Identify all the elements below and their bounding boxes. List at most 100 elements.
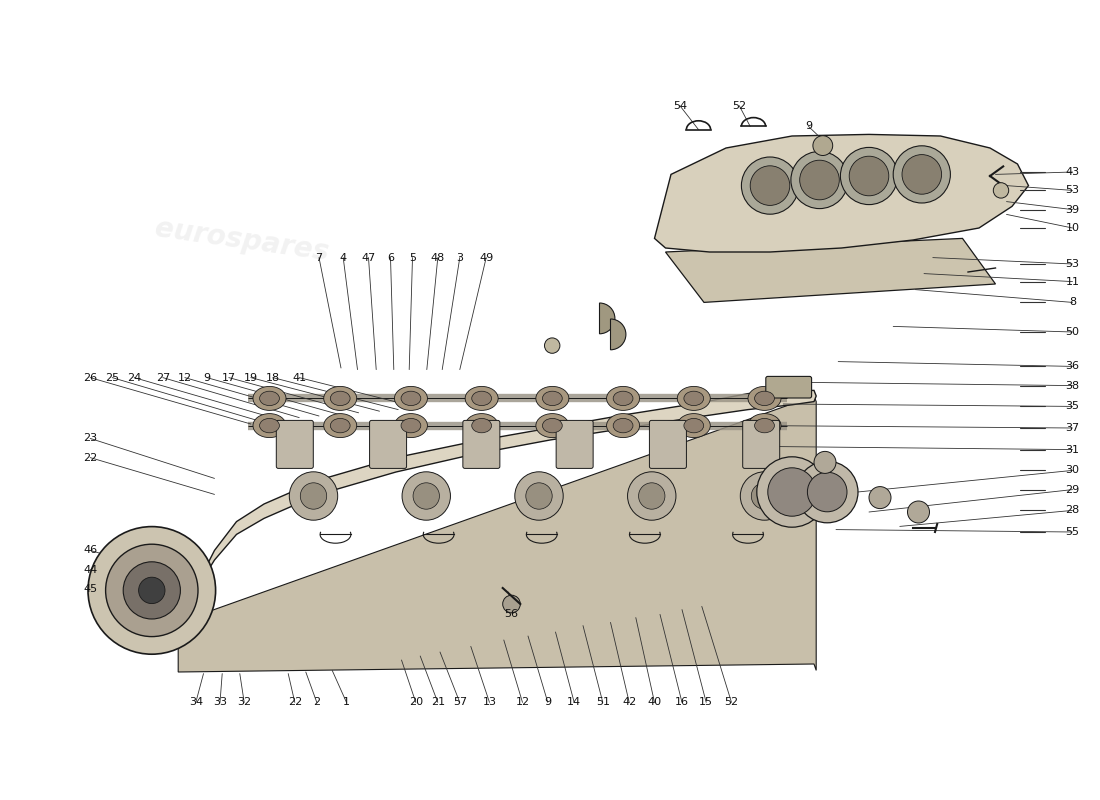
Text: 40: 40 [648,698,661,707]
Polygon shape [163,564,204,616]
Ellipse shape [402,418,421,433]
Ellipse shape [684,391,704,406]
Ellipse shape [748,414,781,438]
Ellipse shape [542,391,562,406]
Text: 47: 47 [362,253,375,262]
Circle shape [791,151,848,209]
Text: 54: 54 [673,101,686,110]
Text: 55: 55 [1066,527,1079,537]
Text: 51: 51 [596,698,609,707]
Text: 52: 52 [725,698,738,707]
Ellipse shape [395,386,428,410]
FancyBboxPatch shape [742,421,780,468]
Text: 20: 20 [409,698,422,707]
Text: 42: 42 [623,698,636,707]
Circle shape [908,501,930,523]
Ellipse shape [678,386,711,410]
Text: 37: 37 [1066,423,1079,433]
Circle shape [544,338,560,354]
Circle shape [106,544,198,637]
Polygon shape [178,390,816,622]
Text: 13: 13 [483,698,496,707]
Circle shape [800,160,839,200]
Circle shape [807,472,847,512]
FancyBboxPatch shape [463,421,499,468]
Ellipse shape [330,418,350,433]
Text: 38: 38 [1066,381,1079,390]
Ellipse shape [613,418,632,433]
Circle shape [289,472,338,520]
Circle shape [627,472,675,520]
Text: eurospares: eurospares [516,558,694,610]
Text: 12: 12 [516,698,529,707]
Text: 15: 15 [700,698,713,707]
FancyBboxPatch shape [276,421,314,468]
Ellipse shape [395,414,428,438]
Polygon shape [654,134,1028,252]
Circle shape [849,156,889,196]
Text: 46: 46 [84,546,97,555]
Text: 21: 21 [431,698,444,707]
Text: 9: 9 [805,122,812,131]
Text: 22: 22 [288,698,301,707]
Circle shape [813,136,833,155]
Circle shape [893,146,950,203]
Ellipse shape [330,391,350,406]
Ellipse shape [755,391,774,406]
Text: 8: 8 [1069,298,1076,307]
Circle shape [638,482,664,509]
Text: 32: 32 [238,698,251,707]
Text: 9: 9 [204,373,210,382]
Text: 50: 50 [1066,327,1079,337]
Ellipse shape [536,414,569,438]
Text: 45: 45 [84,584,97,594]
Ellipse shape [260,418,279,433]
Ellipse shape [402,391,421,406]
Text: 14: 14 [568,698,581,707]
FancyBboxPatch shape [649,421,686,468]
Text: 12: 12 [178,373,191,382]
Text: 33: 33 [213,698,227,707]
Text: 49: 49 [480,253,493,262]
Text: 53: 53 [1066,259,1079,269]
Text: 27: 27 [156,373,169,382]
Ellipse shape [613,391,632,406]
Text: 34: 34 [189,698,202,707]
Ellipse shape [678,414,711,438]
Ellipse shape [323,414,356,438]
Text: 23: 23 [84,434,97,443]
Text: 36: 36 [1066,362,1079,371]
Text: 39: 39 [1066,205,1079,214]
Circle shape [740,472,789,520]
Text: 29: 29 [1066,485,1079,494]
Text: 11: 11 [1066,277,1079,286]
Text: 6: 6 [387,253,394,262]
Circle shape [814,451,836,474]
Ellipse shape [755,418,774,433]
Circle shape [515,472,563,520]
Text: 35: 35 [1066,402,1079,411]
Circle shape [869,486,891,509]
Text: 48: 48 [431,253,444,262]
Text: 7: 7 [316,253,322,262]
Circle shape [768,468,816,516]
FancyBboxPatch shape [766,376,812,398]
Circle shape [300,482,327,509]
Ellipse shape [260,391,279,406]
Wedge shape [600,303,615,334]
Text: 5: 5 [409,253,416,262]
Ellipse shape [472,418,492,433]
Ellipse shape [253,414,286,438]
Text: 17: 17 [222,373,235,382]
Circle shape [503,595,520,613]
Text: 26: 26 [84,373,97,382]
Text: 10: 10 [1066,223,1079,233]
Text: 22: 22 [84,453,97,462]
Text: 31: 31 [1066,445,1079,454]
Text: 25: 25 [106,373,119,382]
Ellipse shape [472,391,492,406]
FancyBboxPatch shape [370,421,407,468]
Circle shape [840,147,898,205]
Text: 57: 57 [453,698,466,707]
Circle shape [741,157,799,214]
